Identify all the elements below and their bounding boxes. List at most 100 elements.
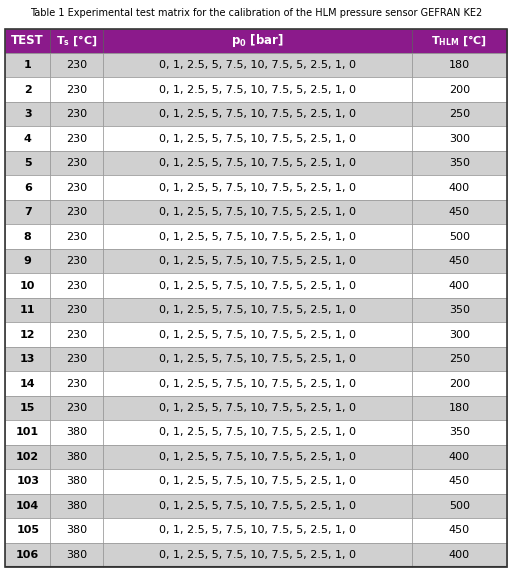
Text: 0, 1, 2.5, 5, 7.5, 10, 7.5, 5, 2.5, 1, 0: 0, 1, 2.5, 5, 7.5, 10, 7.5, 5, 2.5, 1, 0: [159, 231, 356, 242]
Bar: [50, 151, 103, 176]
Text: 0, 1, 2.5, 5, 7.5, 10, 7.5, 5, 2.5, 1, 0: 0, 1, 2.5, 5, 7.5, 10, 7.5, 5, 2.5, 1, 0: [159, 158, 356, 168]
Bar: [412, 543, 507, 567]
Bar: [5, 494, 50, 518]
Text: 0, 1, 2.5, 5, 7.5, 10, 7.5, 5, 2.5, 1, 0: 0, 1, 2.5, 5, 7.5, 10, 7.5, 5, 2.5, 1, 0: [159, 428, 356, 438]
Bar: [50, 396, 103, 420]
Bar: [50, 28, 103, 53]
Bar: [412, 298, 507, 322]
Bar: [412, 28, 507, 53]
Text: 0, 1, 2.5, 5, 7.5, 10, 7.5, 5, 2.5, 1, 0: 0, 1, 2.5, 5, 7.5, 10, 7.5, 5, 2.5, 1, 0: [159, 526, 356, 535]
Bar: [5, 518, 50, 543]
Bar: [50, 518, 103, 543]
Bar: [412, 274, 507, 298]
Text: 7: 7: [24, 207, 32, 217]
Bar: [50, 322, 103, 347]
Text: 180: 180: [449, 60, 470, 70]
Text: 400: 400: [449, 182, 470, 193]
Bar: [103, 53, 412, 78]
Bar: [5, 53, 50, 78]
Text: 13: 13: [20, 354, 35, 364]
Bar: [5, 200, 50, 225]
Text: 250: 250: [449, 354, 470, 364]
Text: 0, 1, 2.5, 5, 7.5, 10, 7.5, 5, 2.5, 1, 0: 0, 1, 2.5, 5, 7.5, 10, 7.5, 5, 2.5, 1, 0: [159, 109, 356, 119]
Bar: [412, 102, 507, 127]
Bar: [5, 469, 50, 494]
Text: 230: 230: [66, 256, 87, 266]
Bar: [103, 445, 412, 469]
Text: 230: 230: [66, 109, 87, 119]
Text: 180: 180: [449, 403, 470, 413]
Text: 400: 400: [449, 280, 470, 291]
Text: 0, 1, 2.5, 5, 7.5, 10, 7.5, 5, 2.5, 1, 0: 0, 1, 2.5, 5, 7.5, 10, 7.5, 5, 2.5, 1, 0: [159, 550, 356, 560]
Bar: [412, 371, 507, 396]
Text: 250: 250: [449, 109, 470, 119]
Bar: [5, 151, 50, 176]
Bar: [103, 249, 412, 274]
Bar: [412, 518, 507, 543]
Bar: [5, 445, 50, 469]
Bar: [412, 151, 507, 176]
Text: 1: 1: [24, 60, 32, 70]
Text: 230: 230: [66, 354, 87, 364]
Bar: [412, 396, 507, 420]
Text: 450: 450: [449, 207, 470, 217]
Text: 0, 1, 2.5, 5, 7.5, 10, 7.5, 5, 2.5, 1, 0: 0, 1, 2.5, 5, 7.5, 10, 7.5, 5, 2.5, 1, 0: [159, 452, 356, 462]
Text: 9: 9: [24, 256, 32, 266]
Text: 230: 230: [66, 280, 87, 291]
Bar: [412, 225, 507, 249]
Text: 0, 1, 2.5, 5, 7.5, 10, 7.5, 5, 2.5, 1, 0: 0, 1, 2.5, 5, 7.5, 10, 7.5, 5, 2.5, 1, 0: [159, 256, 356, 266]
Bar: [50, 249, 103, 274]
Text: 0, 1, 2.5, 5, 7.5, 10, 7.5, 5, 2.5, 1, 0: 0, 1, 2.5, 5, 7.5, 10, 7.5, 5, 2.5, 1, 0: [159, 477, 356, 486]
Text: 380: 380: [66, 428, 87, 438]
Bar: [50, 200, 103, 225]
Bar: [412, 78, 507, 102]
Text: 230: 230: [66, 403, 87, 413]
Text: 450: 450: [449, 256, 470, 266]
Bar: [412, 420, 507, 445]
Text: 8: 8: [24, 231, 32, 242]
Text: 400: 400: [449, 452, 470, 462]
Text: 104: 104: [16, 501, 39, 511]
Text: 450: 450: [449, 477, 470, 486]
Text: 0, 1, 2.5, 5, 7.5, 10, 7.5, 5, 2.5, 1, 0: 0, 1, 2.5, 5, 7.5, 10, 7.5, 5, 2.5, 1, 0: [159, 207, 356, 217]
Bar: [5, 420, 50, 445]
Bar: [103, 396, 412, 420]
Bar: [412, 200, 507, 225]
Bar: [50, 371, 103, 396]
Text: 450: 450: [449, 526, 470, 535]
Bar: [50, 274, 103, 298]
Text: 12: 12: [20, 329, 35, 340]
Bar: [412, 494, 507, 518]
Text: 102: 102: [16, 452, 39, 462]
Text: 500: 500: [449, 501, 470, 511]
Bar: [5, 127, 50, 151]
Text: 0, 1, 2.5, 5, 7.5, 10, 7.5, 5, 2.5, 1, 0: 0, 1, 2.5, 5, 7.5, 10, 7.5, 5, 2.5, 1, 0: [159, 280, 356, 291]
Text: 230: 230: [66, 158, 87, 168]
Text: 103: 103: [16, 477, 39, 486]
Bar: [103, 28, 412, 53]
Text: 380: 380: [66, 501, 87, 511]
Bar: [103, 176, 412, 200]
Text: 380: 380: [66, 477, 87, 486]
Text: 101: 101: [16, 428, 39, 438]
Bar: [412, 53, 507, 78]
Bar: [103, 274, 412, 298]
Text: 11: 11: [20, 305, 35, 315]
Text: 15: 15: [20, 403, 35, 413]
Text: 380: 380: [66, 526, 87, 535]
Bar: [50, 78, 103, 102]
Bar: [50, 543, 103, 567]
Text: 300: 300: [449, 134, 470, 144]
Bar: [50, 420, 103, 445]
Bar: [5, 249, 50, 274]
Text: 0, 1, 2.5, 5, 7.5, 10, 7.5, 5, 2.5, 1, 0: 0, 1, 2.5, 5, 7.5, 10, 7.5, 5, 2.5, 1, 0: [159, 403, 356, 413]
Bar: [5, 102, 50, 127]
Bar: [412, 127, 507, 151]
Bar: [103, 102, 412, 127]
Bar: [103, 127, 412, 151]
Bar: [5, 225, 50, 249]
Text: 6: 6: [24, 182, 32, 193]
Text: 230: 230: [66, 207, 87, 217]
Bar: [50, 176, 103, 200]
Text: 14: 14: [20, 378, 35, 389]
